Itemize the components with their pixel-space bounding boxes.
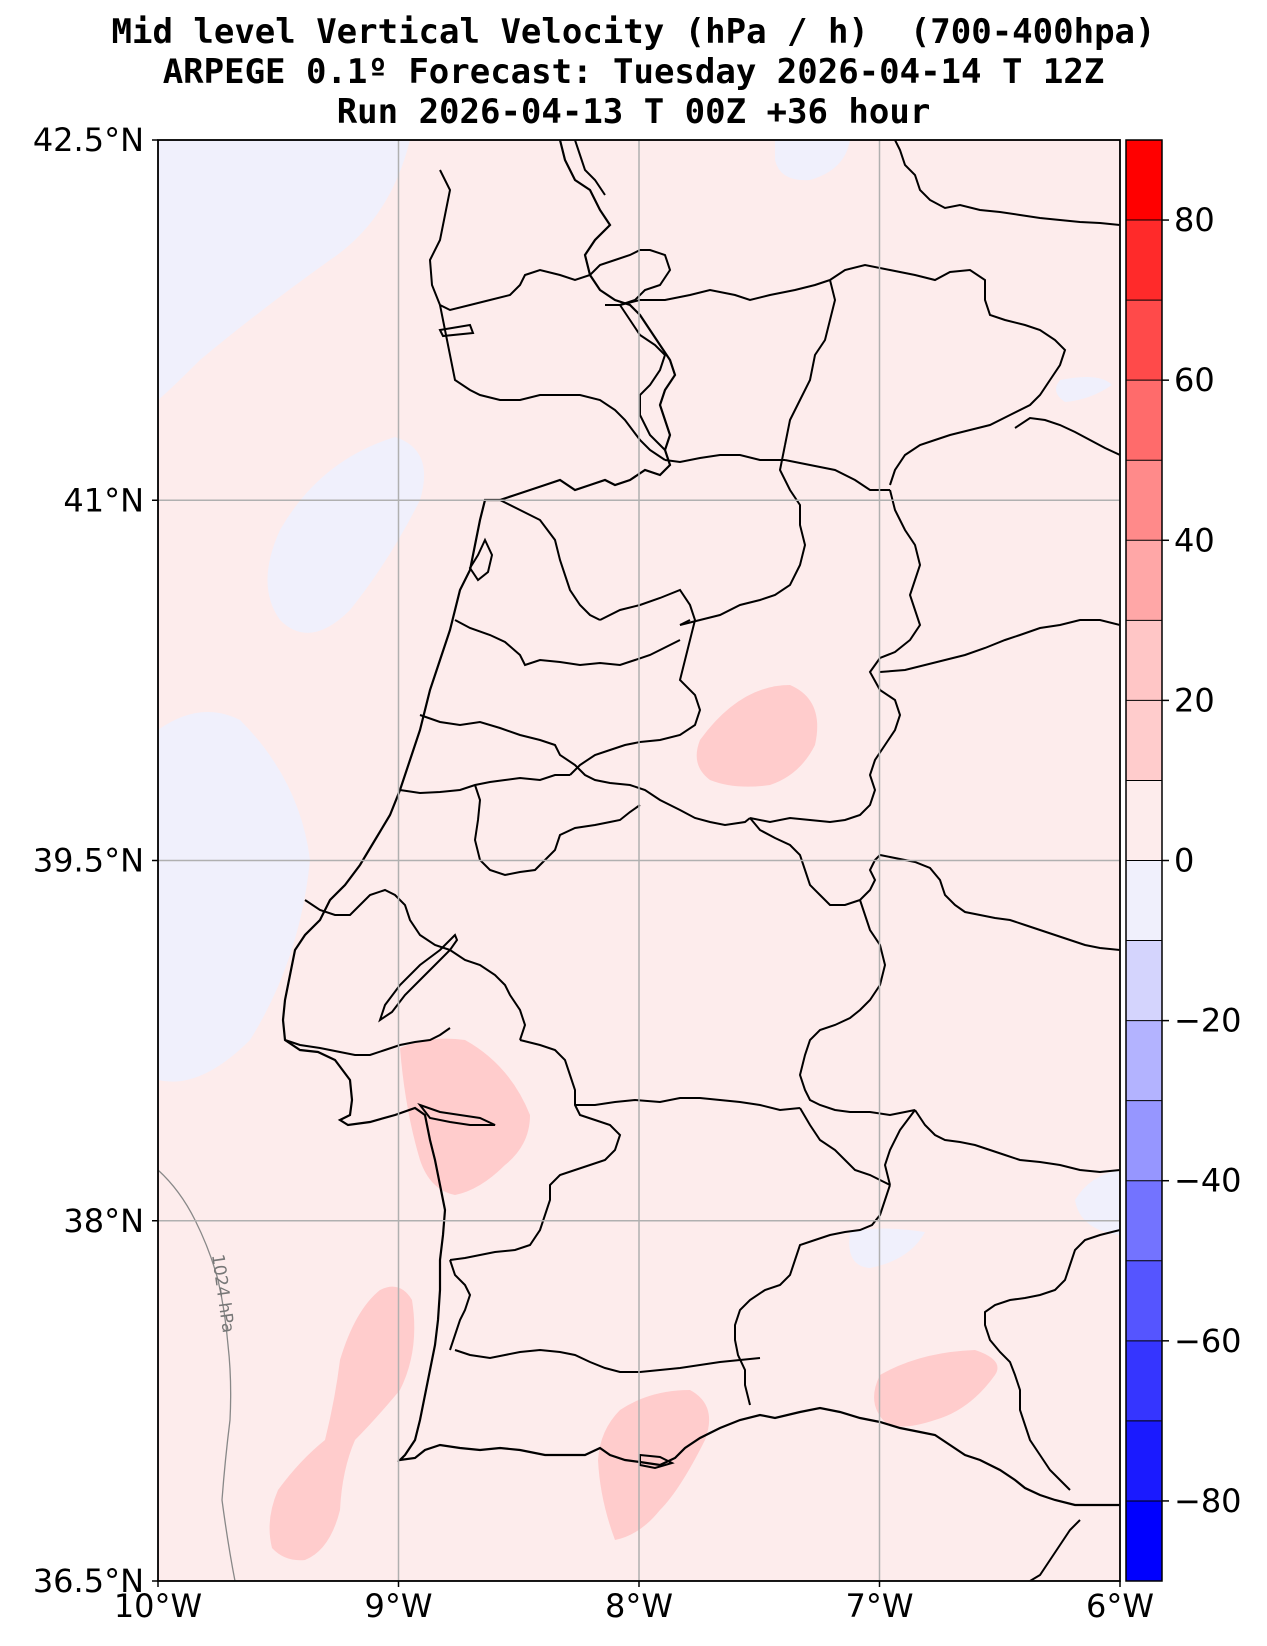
colorbar-level (1126, 1420, 1162, 1501)
ascent-area (158, 140, 410, 400)
subsidence-area (269, 1286, 415, 1561)
x-tick-label: 7°W (846, 1587, 914, 1625)
ascent-area (1075, 1170, 1120, 1235)
x-tick-label: 6°W (1086, 1587, 1154, 1625)
x-tick-label: 9°W (365, 1587, 433, 1625)
x-tick-label: 10°W (114, 1587, 202, 1625)
colorbar-tick-label: 60 (1174, 361, 1215, 399)
colorbar-tick-label: −80 (1174, 1482, 1242, 1520)
colorbar-level (1126, 1100, 1162, 1181)
colorbar-level (1126, 1260, 1162, 1341)
colorbar-tick-label: 0 (1174, 842, 1194, 880)
x-tick-label: 8°W (605, 1587, 673, 1625)
colorbar-tick-label: 80 (1174, 201, 1215, 239)
colorbar-level (1126, 1340, 1162, 1421)
colorbar-level (1126, 140, 1162, 221)
y-tick-label: 42.5°N (33, 121, 144, 159)
colorbar-level (1126, 700, 1162, 781)
sado-estuary (417, 1102, 496, 1126)
colorbar-level (1126, 860, 1162, 941)
y-tick-label: 38°N (63, 1202, 144, 1240)
y-tick-label: 41°N (63, 481, 144, 519)
subsidence-area (696, 685, 818, 787)
ascent-area (267, 437, 425, 633)
subsidence-area (400, 1038, 530, 1195)
colorbar-level (1126, 460, 1162, 541)
velocity-field: 1024 hPa (158, 140, 1120, 1581)
colorbar-level (1126, 780, 1162, 861)
colorbar-level (1126, 220, 1162, 301)
y-tick-label: 36.5°N (33, 1562, 144, 1600)
colorbar-tick-label: 20 (1174, 681, 1215, 719)
gridlines (158, 140, 1120, 1581)
colorbar-level (1126, 1500, 1162, 1581)
title-line-1: Mid level Vertical Velocity (hPa / h) (7… (111, 12, 1156, 52)
colorbar-tick-label: −40 (1174, 1162, 1242, 1200)
colorbar-level (1126, 620, 1162, 701)
colorbar-tick-label: −60 (1174, 1322, 1242, 1360)
colorbar-level (1126, 1020, 1162, 1101)
colorbar-level (1126, 300, 1162, 381)
y-tick-label: 39.5°N (33, 842, 144, 880)
ria-formosa (639, 1453, 675, 1470)
ascent-area (775, 140, 850, 181)
colorbar-tick-label: 40 (1174, 521, 1215, 559)
colorbar-level (1126, 1180, 1162, 1261)
colorbar-level (1126, 380, 1162, 461)
colorbar-tick-label: −20 (1174, 1002, 1242, 1040)
subsidence-area (874, 1350, 998, 1427)
title-line-3: Run 2026-04-13 T 00Z +36 hour (336, 92, 931, 132)
coastline (281, 140, 1120, 1507)
x-axis-ticks: 10°W 9°W 8°W 7°W 6°W (114, 1581, 1154, 1625)
aveiro-lagoon (468, 537, 494, 582)
ascent-area (849, 1228, 925, 1268)
colorbar-level (1126, 540, 1162, 621)
title-line-2: ARPEGE 0.1º Forecast: Tuesday 2026-04-14… (162, 52, 1105, 92)
ascent-area (158, 712, 310, 1082)
y-axis-ticks: 42.5°N 41°N 39.5°N 38°N 36.5°N (33, 121, 158, 1600)
colorbar-level (1126, 940, 1162, 1021)
colorbar: 80 60 40 20 0 −20 −40 −60 −80 (1125, 139, 1242, 1582)
ascent-area (1056, 376, 1112, 402)
admin-borders (284, 140, 1120, 1581)
river-mouth (438, 323, 475, 338)
